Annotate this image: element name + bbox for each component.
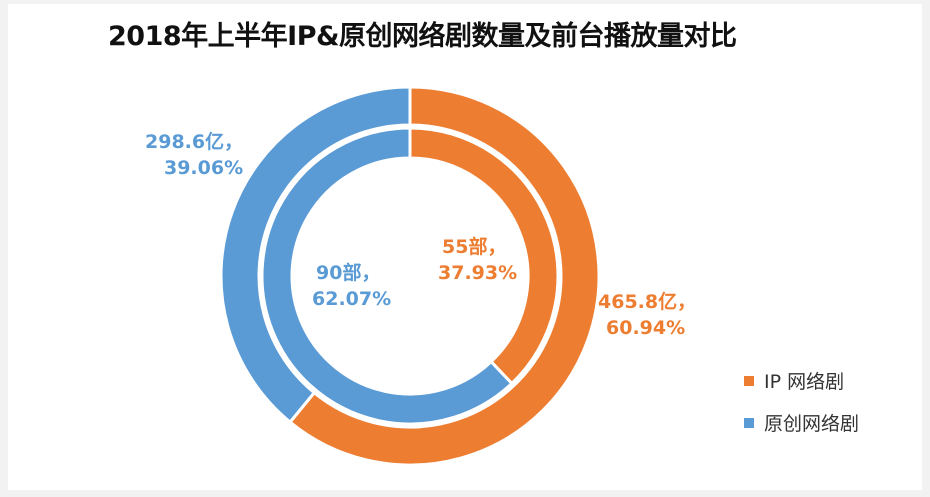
- legend-swatch: [744, 375, 754, 386]
- label-inner-original: 90部， 62.07%: [312, 260, 391, 312]
- slice-inner-original: [260, 126, 514, 426]
- slice-outer-ip: [287, 85, 601, 467]
- slice-outer-original: [219, 85, 412, 425]
- legend-swatch: [744, 417, 754, 428]
- label-line: 37.93%: [438, 262, 518, 284]
- chart-title: 2018年上半年IP&原创网络剧数量及前台播放量对比: [108, 21, 737, 52]
- label-inner-ip: 55部， 37.93%: [438, 234, 517, 286]
- label-line: 55部，: [442, 236, 507, 258]
- label-line: 39.06%: [163, 157, 244, 179]
- label-line: 465.8亿，: [598, 291, 697, 313]
- label-outer-ip: 465.8亿， 60.94%: [598, 289, 696, 341]
- label-line: 62.07%: [312, 288, 392, 310]
- label-outer-original: 298.6亿， 39.06%: [145, 129, 243, 181]
- label-line: 90部，: [316, 262, 381, 284]
- legend-label: IP 网络剧: [764, 371, 845, 393]
- legend-item-ip: IP 网络剧: [744, 367, 844, 394]
- label-line: 298.6亿，: [145, 131, 244, 153]
- label-line: 60.94%: [606, 317, 686, 339]
- legend-label: 原创网络剧: [764, 413, 860, 435]
- legend-item-original: 原创网络剧: [744, 409, 859, 436]
